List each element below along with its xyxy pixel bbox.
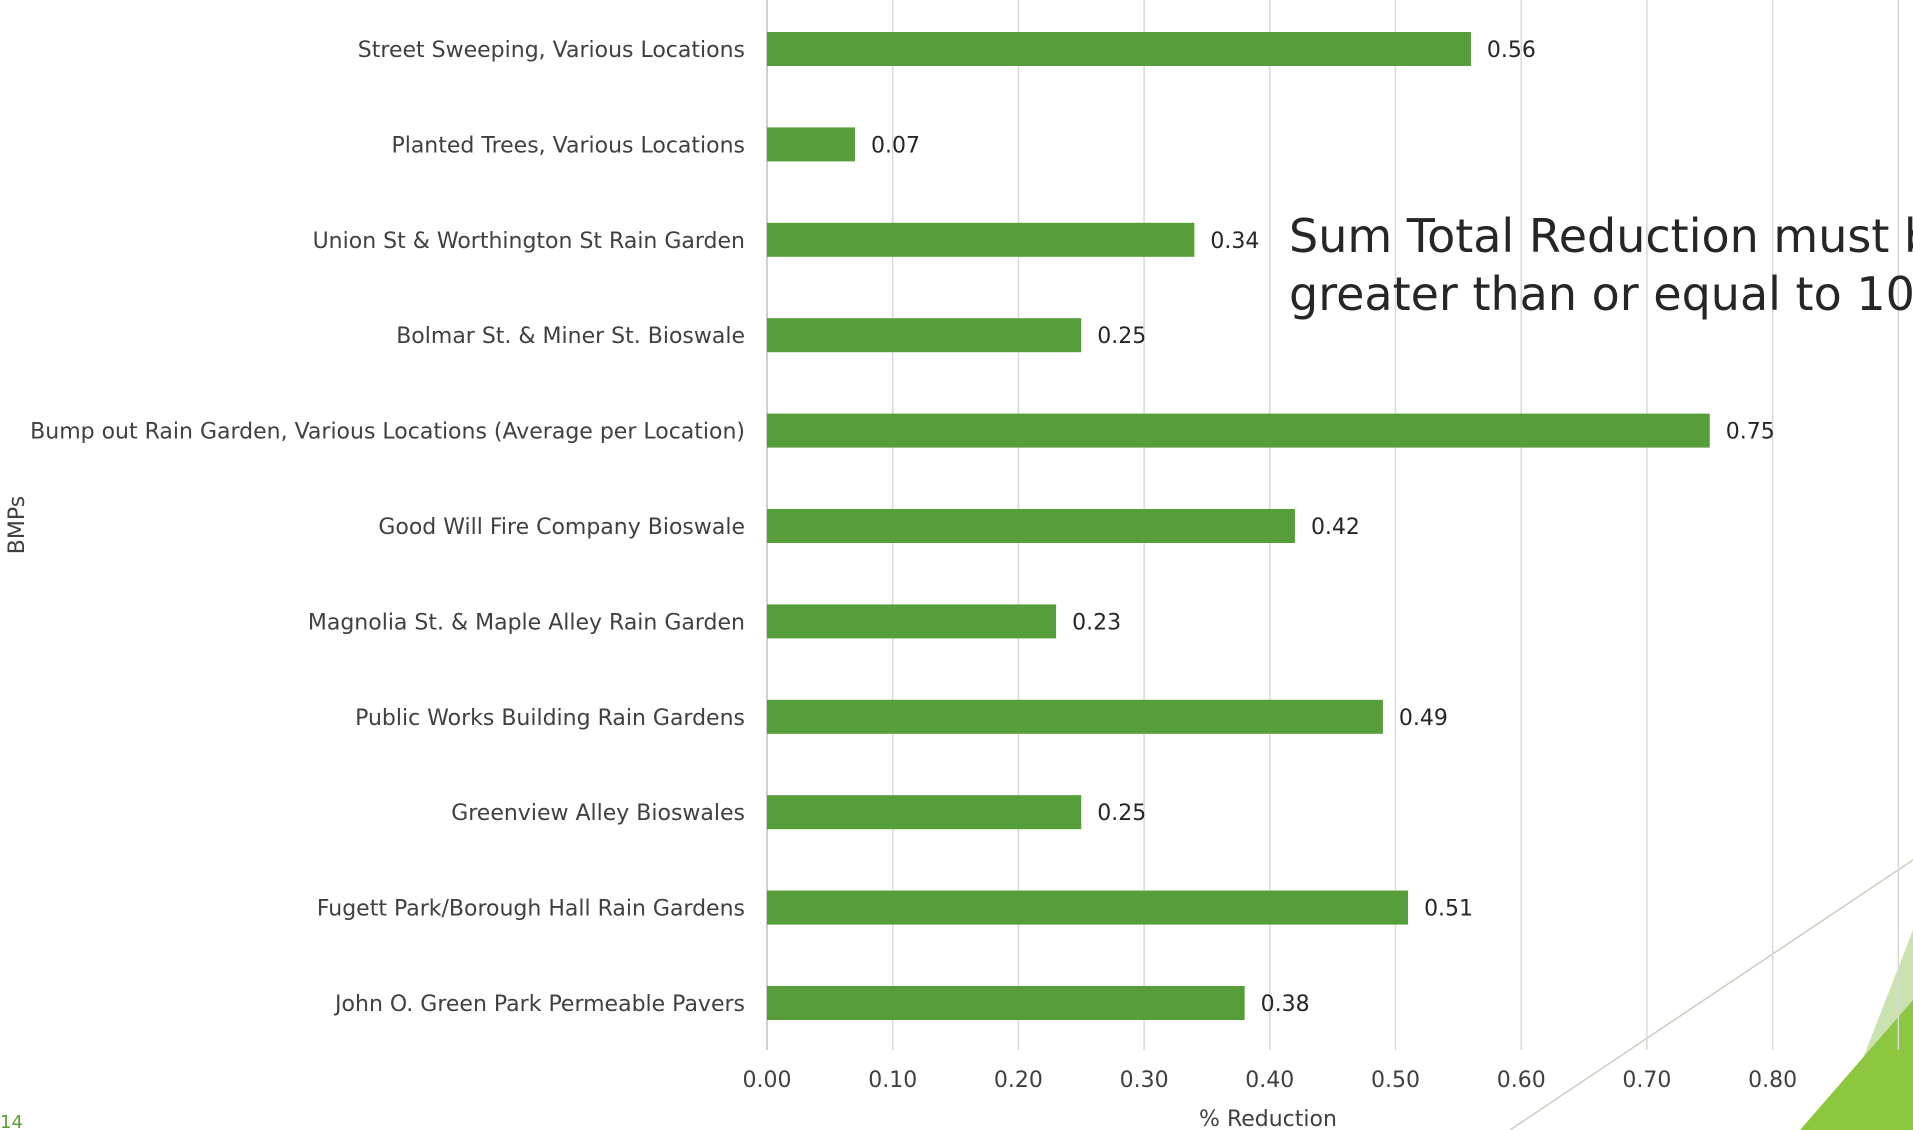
category-label: Union St & Worthington St Rain Garden xyxy=(313,229,745,254)
category-label: Bump out Rain Garden, Various Locations … xyxy=(30,420,745,445)
category-label: Public Works Building Rain Gardens xyxy=(355,706,745,731)
bar xyxy=(767,699,1383,734)
x-tick-label: 0.40 xyxy=(1245,1068,1294,1093)
x-tick-label: 0.80 xyxy=(1748,1068,1797,1093)
category-label: Street Sweeping, Various Locations xyxy=(358,38,745,63)
data-label: 0.25 xyxy=(1097,324,1146,349)
bar xyxy=(767,318,1082,353)
category-label: Greenview Alley Bioswales xyxy=(451,801,745,826)
x-axis-title: % Reduction xyxy=(1199,1107,1337,1130)
x-tick-label: 0.30 xyxy=(1120,1068,1169,1093)
annotation-line-1: Sum Total Reduction must be xyxy=(1289,209,1913,263)
data-label: 0.75 xyxy=(1726,420,1775,445)
data-label: 0.23 xyxy=(1072,610,1121,635)
bar xyxy=(767,604,1057,639)
bar xyxy=(767,127,855,162)
data-label: 0.56 xyxy=(1487,38,1536,63)
category-label: Good Will Fire Company Bioswale xyxy=(378,515,745,540)
bar xyxy=(767,413,1710,448)
data-label: 0.25 xyxy=(1097,801,1146,826)
x-tick-label: 0.50 xyxy=(1371,1068,1420,1093)
decoration-triangle-dark xyxy=(1800,1000,1913,1130)
x-tick-label: 0.70 xyxy=(1622,1068,1671,1093)
decoration-line xyxy=(1509,859,1913,1130)
bar xyxy=(767,222,1195,257)
category-label: Bolmar St. & Miner St. Bioswale xyxy=(396,324,745,349)
bar xyxy=(767,986,1245,1020)
annotation-line-2: greater than or equal to 10% xyxy=(1289,267,1913,321)
bar xyxy=(767,795,1082,830)
bar xyxy=(767,32,1471,66)
category-label: John O. Green Park Permeable Pavers xyxy=(333,992,745,1017)
bar xyxy=(767,890,1409,925)
category-label: Fugett Park/Borough Hall Rain Gardens xyxy=(317,897,745,922)
labels: 0.00 0.10 0.20 0.30 0.40 0.50 0.60 0.70 0.80 Stre… xyxy=(30,38,1797,1093)
x-tick-label: 0.20 xyxy=(994,1068,1043,1093)
y-axis-title: BMPs xyxy=(5,496,30,554)
data-label: 0.42 xyxy=(1311,515,1360,540)
data-label: 0.07 xyxy=(871,133,920,158)
bars xyxy=(767,32,1710,1020)
gridlines xyxy=(766,0,1900,1050)
data-label: 0.38 xyxy=(1261,992,1310,1017)
slide-decoration xyxy=(1509,859,1913,1130)
category-label: Planted Trees, Various Locations xyxy=(391,133,745,158)
category-label: Magnolia St. & Maple Alley Rain Garden xyxy=(308,610,745,635)
bar xyxy=(767,509,1295,543)
x-tick-label: 0.00 xyxy=(743,1068,792,1093)
data-label: 0.49 xyxy=(1399,706,1448,731)
slide-number: 14 xyxy=(0,1112,23,1130)
x-tick-label: 0.10 xyxy=(868,1068,917,1093)
data-label: 0.34 xyxy=(1210,229,1259,254)
data-label: 0.51 xyxy=(1424,897,1473,922)
x-tick-label: 0.60 xyxy=(1497,1068,1546,1093)
